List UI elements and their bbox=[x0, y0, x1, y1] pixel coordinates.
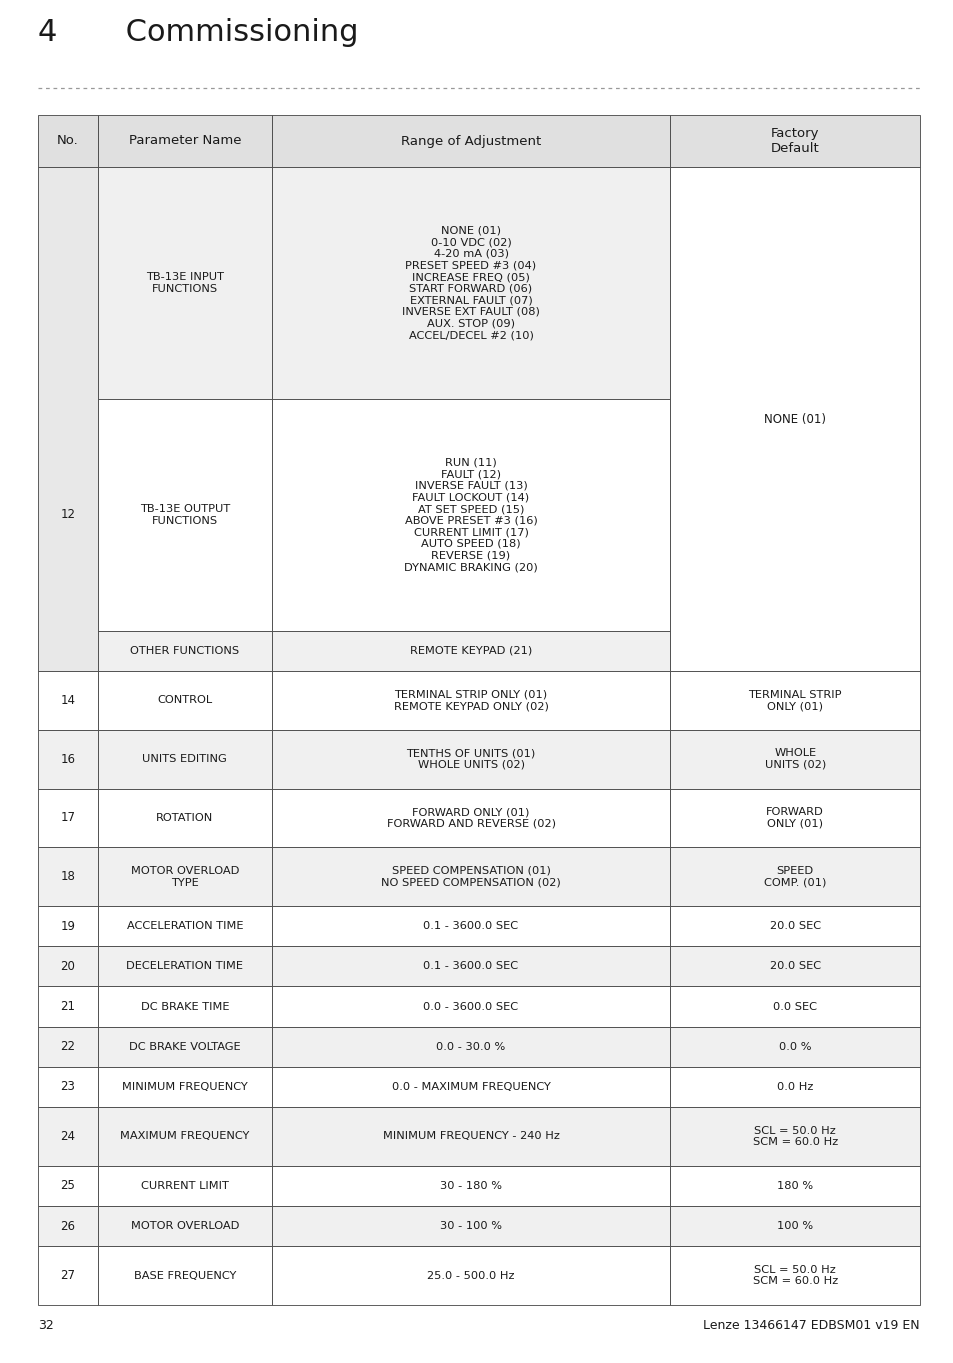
Bar bbox=[272, 1165, 670, 1206]
Bar bbox=[272, 168, 670, 399]
Text: 0.0 %: 0.0 % bbox=[779, 1041, 811, 1052]
Text: Parameter Name: Parameter Name bbox=[129, 135, 241, 147]
Text: DC BRAKE VOLTAGE: DC BRAKE VOLTAGE bbox=[129, 1041, 240, 1052]
Bar bbox=[98, 1067, 272, 1107]
Text: REMOTE KEYPAD (21): REMOTE KEYPAD (21) bbox=[410, 646, 532, 656]
Bar bbox=[272, 789, 670, 848]
Bar bbox=[670, 1107, 919, 1165]
Bar bbox=[38, 729, 98, 789]
Text: 20: 20 bbox=[60, 960, 75, 973]
Text: 20.0 SEC: 20.0 SEC bbox=[769, 921, 820, 931]
Text: NONE (01)
0-10 VDC (02)
4-20 mA (03)
PRESET SPEED #3 (04)
INCREASE FREQ (05)
STA: NONE (01) 0-10 VDC (02) 4-20 mA (03) PRE… bbox=[402, 226, 539, 341]
Bar bbox=[670, 946, 919, 987]
Bar bbox=[98, 987, 272, 1026]
Bar bbox=[98, 114, 272, 168]
Text: 32: 32 bbox=[38, 1319, 53, 1332]
Bar bbox=[670, 114, 919, 168]
Text: 0.1 - 3600.0 SEC: 0.1 - 3600.0 SEC bbox=[423, 961, 518, 972]
Text: MOTOR OVERLOAD: MOTOR OVERLOAD bbox=[131, 1221, 239, 1231]
Bar bbox=[98, 906, 272, 946]
Text: 0.0 - 30.0 %: 0.0 - 30.0 % bbox=[436, 1041, 505, 1052]
Text: WHOLE
UNITS (02): WHOLE UNITS (02) bbox=[763, 748, 825, 770]
Text: 0.0 SEC: 0.0 SEC bbox=[772, 1002, 817, 1011]
Bar bbox=[38, 848, 98, 906]
Text: 30 - 100 %: 30 - 100 % bbox=[439, 1221, 501, 1231]
Text: 0.0 - MAXIMUM FREQUENCY: 0.0 - MAXIMUM FREQUENCY bbox=[392, 1082, 550, 1092]
Bar bbox=[98, 1026, 272, 1067]
Text: 16: 16 bbox=[60, 752, 75, 766]
Bar bbox=[98, 168, 272, 399]
Bar bbox=[98, 399, 272, 631]
Text: MINIMUM FREQUENCY: MINIMUM FREQUENCY bbox=[122, 1082, 248, 1092]
Text: 180 %: 180 % bbox=[777, 1180, 812, 1191]
Text: TB-13E OUTPUT
FUNCTIONS: TB-13E OUTPUT FUNCTIONS bbox=[139, 504, 230, 526]
Bar bbox=[98, 1165, 272, 1206]
Text: SPEED
COMP. (01): SPEED COMP. (01) bbox=[763, 866, 825, 887]
Bar bbox=[38, 906, 98, 946]
Text: TB-13E INPUT
FUNCTIONS: TB-13E INPUT FUNCTIONS bbox=[146, 273, 224, 294]
Bar bbox=[98, 1246, 272, 1304]
Bar bbox=[38, 114, 98, 168]
Text: TERMINAL STRIP ONLY (01)
REMOTE KEYPAD ONLY (02): TERMINAL STRIP ONLY (01) REMOTE KEYPAD O… bbox=[394, 690, 548, 711]
Text: CURRENT LIMIT: CURRENT LIMIT bbox=[141, 1180, 229, 1191]
Text: 20.0 SEC: 20.0 SEC bbox=[769, 961, 820, 972]
Bar bbox=[38, 1107, 98, 1165]
Bar bbox=[38, 946, 98, 987]
Bar bbox=[38, 1206, 98, 1246]
Bar bbox=[38, 1165, 98, 1206]
Bar bbox=[272, 1067, 670, 1107]
Bar bbox=[98, 789, 272, 848]
Text: Factory
Default: Factory Default bbox=[770, 127, 819, 155]
Text: NONE (01): NONE (01) bbox=[763, 413, 825, 425]
Bar bbox=[272, 946, 670, 987]
Bar bbox=[38, 168, 98, 671]
Text: 100 %: 100 % bbox=[777, 1221, 812, 1231]
Text: CONTROL: CONTROL bbox=[157, 695, 213, 706]
Text: 25: 25 bbox=[60, 1179, 75, 1193]
Bar bbox=[670, 1067, 919, 1107]
Bar bbox=[98, 1107, 272, 1165]
Bar bbox=[272, 848, 670, 906]
Text: RUN (11)
FAULT (12)
INVERSE FAULT (13)
FAULT LOCKOUT (14)
AT SET SPEED (15)
ABOV: RUN (11) FAULT (12) INVERSE FAULT (13) F… bbox=[404, 458, 537, 572]
Text: 24: 24 bbox=[60, 1130, 75, 1144]
Bar bbox=[38, 987, 98, 1026]
Bar bbox=[670, 987, 919, 1026]
Bar bbox=[272, 906, 670, 946]
Bar bbox=[670, 906, 919, 946]
Text: TERMINAL STRIP
ONLY (01): TERMINAL STRIP ONLY (01) bbox=[748, 690, 841, 711]
Text: 4       Commissioning: 4 Commissioning bbox=[38, 18, 358, 46]
Text: MAXIMUM FREQUENCY: MAXIMUM FREQUENCY bbox=[120, 1131, 250, 1141]
Text: ROTATION: ROTATION bbox=[156, 812, 213, 823]
Bar bbox=[670, 1026, 919, 1067]
Bar bbox=[98, 1206, 272, 1246]
Bar bbox=[38, 1026, 98, 1067]
Text: DECELERATION TIME: DECELERATION TIME bbox=[126, 961, 243, 972]
Bar bbox=[98, 631, 272, 671]
Text: OTHER FUNCTIONS: OTHER FUNCTIONS bbox=[131, 646, 239, 656]
Text: 25.0 - 500.0 Hz: 25.0 - 500.0 Hz bbox=[427, 1270, 515, 1281]
Text: FORWARD ONLY (01)
FORWARD AND REVERSE (02): FORWARD ONLY (01) FORWARD AND REVERSE (0… bbox=[386, 807, 555, 829]
Bar bbox=[98, 848, 272, 906]
Bar bbox=[272, 1107, 670, 1165]
Text: TENTHS OF UNITS (01)
WHOLE UNITS (02): TENTHS OF UNITS (01) WHOLE UNITS (02) bbox=[406, 748, 536, 770]
Bar bbox=[670, 1206, 919, 1246]
Text: Range of Adjustment: Range of Adjustment bbox=[400, 135, 540, 147]
Bar bbox=[38, 789, 98, 848]
Bar bbox=[670, 848, 919, 906]
Text: ACCELERATION TIME: ACCELERATION TIME bbox=[127, 921, 243, 931]
Text: MINIMUM FREQUENCY - 240 Hz: MINIMUM FREQUENCY - 240 Hz bbox=[382, 1131, 558, 1141]
Bar bbox=[272, 631, 670, 671]
Bar bbox=[272, 1026, 670, 1067]
Text: 17: 17 bbox=[60, 811, 75, 825]
Bar bbox=[98, 671, 272, 729]
Text: BASE FREQUENCY: BASE FREQUENCY bbox=[133, 1270, 235, 1281]
Text: DC BRAKE TIME: DC BRAKE TIME bbox=[140, 1002, 229, 1011]
Bar bbox=[272, 399, 670, 631]
Text: 0.1 - 3600.0 SEC: 0.1 - 3600.0 SEC bbox=[423, 921, 518, 931]
Bar bbox=[670, 671, 919, 729]
Bar bbox=[272, 1246, 670, 1304]
Bar bbox=[38, 671, 98, 729]
Bar bbox=[670, 1246, 919, 1304]
Bar bbox=[272, 729, 670, 789]
Text: 27: 27 bbox=[60, 1269, 75, 1283]
